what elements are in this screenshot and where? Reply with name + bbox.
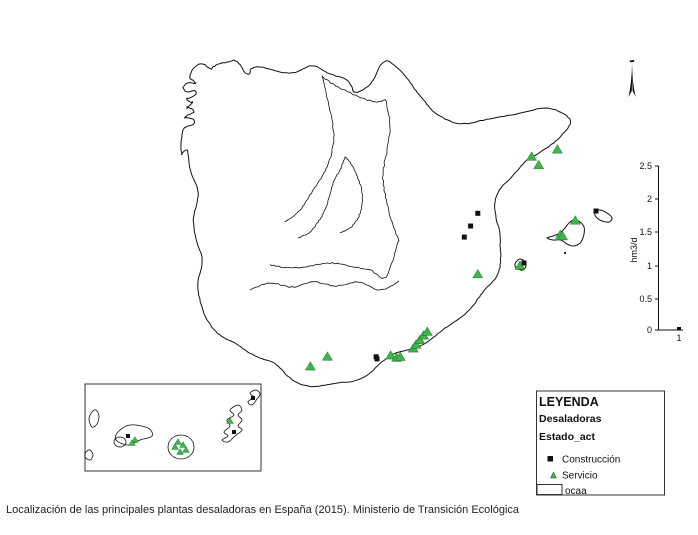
svg-text:hm3/d: hm3/d — [629, 237, 639, 262]
svg-text:ocaa: ocaa — [565, 486, 587, 497]
svg-text:0.5: 0.5 — [639, 294, 652, 304]
svg-text:Construcción: Construcción — [562, 455, 620, 466]
svg-text:0: 0 — [647, 325, 652, 335]
svg-text:Servicio: Servicio — [562, 471, 598, 482]
svg-text:1: 1 — [647, 261, 652, 271]
svg-text:1: 1 — [676, 333, 681, 343]
svg-text:Desaladoras: Desaladoras — [539, 413, 602, 425]
svg-text:2.5: 2.5 — [639, 161, 652, 171]
svg-text:Estado_act: Estado_act — [539, 431, 596, 443]
svg-text:1.5: 1.5 — [639, 227, 652, 237]
svg-text:LEYENDA: LEYENDA — [539, 395, 599, 409]
svg-text:2: 2 — [647, 194, 652, 204]
